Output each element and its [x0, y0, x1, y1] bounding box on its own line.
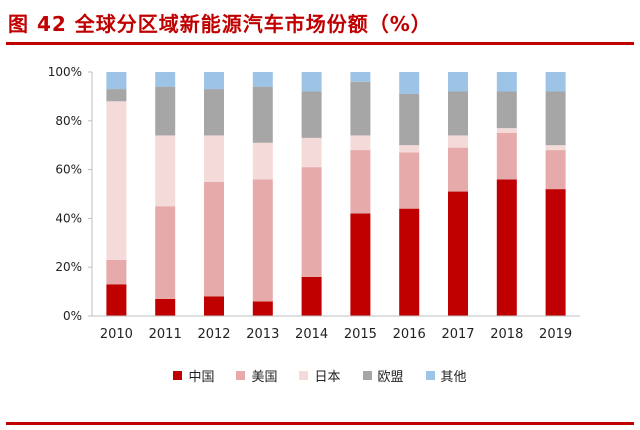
- bar-segment: [545, 189, 566, 316]
- legend-item: 日本: [299, 366, 341, 385]
- bar-segment: [399, 93, 420, 146]
- bar-segment: [106, 101, 127, 260]
- y-tick-label: 0%: [63, 309, 82, 323]
- legend-label: 欧盟: [377, 369, 404, 385]
- bar-segment: [301, 91, 322, 138]
- bar-segment: [204, 89, 224, 136]
- bar-segment: [155, 298, 176, 316]
- bar-segment: [155, 206, 176, 299]
- legend-swatch: [299, 370, 309, 380]
- x-tick-label: 2010: [100, 327, 133, 342]
- bar-segment: [496, 91, 517, 129]
- legend-swatch: [362, 370, 372, 380]
- bar-segment: [496, 128, 517, 133]
- bar-segment: [252, 301, 273, 316]
- bar-segment: [106, 72, 127, 90]
- x-tick-label: 2013: [246, 327, 279, 342]
- x-tick-label: 2012: [197, 327, 230, 342]
- x-tick-label: 2017: [441, 327, 474, 342]
- y-tick-label: 100%: [48, 65, 82, 79]
- bar-segment: [204, 181, 224, 297]
- bar-segment: [301, 72, 322, 92]
- bar-segment: [399, 72, 420, 94]
- bar-segment: [301, 137, 322, 168]
- legend-item: 其他: [425, 366, 467, 385]
- bar-segment: [301, 276, 322, 316]
- bar-segment: [204, 72, 224, 90]
- bar-segment: [106, 259, 127, 285]
- x-tick-label: 2015: [344, 327, 377, 342]
- legend-label: 美国: [251, 369, 278, 385]
- bar-segment: [448, 72, 468, 92]
- x-tick-label: 2011: [149, 327, 182, 342]
- bar-segment: [496, 133, 517, 180]
- legend-swatch: [425, 370, 435, 380]
- bar-segment: [106, 89, 127, 102]
- bar-segment: [204, 135, 224, 182]
- legend-item: 中国: [173, 366, 214, 385]
- legend-label: 其他: [440, 369, 467, 385]
- legend-swatch: [236, 370, 246, 380]
- bar-segment: [545, 145, 566, 151]
- bar-segment: [252, 72, 273, 87]
- legend-item: 美国: [236, 366, 277, 385]
- bar-segment: [155, 135, 176, 207]
- y-tick-label: 80%: [55, 114, 82, 128]
- bar-segment: [301, 167, 322, 277]
- bar-segment: [350, 150, 371, 214]
- legend-swatch: [173, 370, 183, 380]
- bar-segment: [545, 150, 566, 190]
- bar-segment: [252, 179, 273, 302]
- bar-segment: [155, 86, 176, 136]
- bar-segment: [545, 72, 566, 92]
- bottom-rule: [6, 422, 634, 425]
- y-tick-label: 40%: [55, 211, 82, 225]
- bar-segment: [448, 91, 468, 136]
- bar-segment: [155, 72, 176, 87]
- bar-segment: [350, 72, 371, 82]
- bar-segment: [252, 142, 273, 180]
- bar-segment: [448, 135, 468, 148]
- x-tick-label: 2018: [490, 327, 523, 342]
- bar-segment: [350, 213, 371, 316]
- bar-segment: [399, 208, 420, 316]
- bar-segment: [448, 147, 468, 192]
- legend-item: 欧盟: [362, 366, 404, 385]
- x-tick-label: 2019: [539, 327, 572, 342]
- x-tick-label: 2016: [393, 327, 426, 342]
- bar-segment: [106, 284, 127, 316]
- bar-segment: [399, 152, 420, 209]
- legend-label: 中国: [188, 369, 215, 385]
- top-rule: [6, 42, 634, 45]
- x-tick-label: 2014: [295, 327, 328, 342]
- figure-title: 图 42 全球分区域新能源汽车市场份额（%）: [8, 12, 432, 36]
- bar-segment: [545, 91, 566, 146]
- bar-segment: [350, 135, 371, 151]
- chart-header: 图 42 全球分区域新能源汽车市场份额（%）: [0, 0, 640, 45]
- bar-segment: [496, 72, 517, 92]
- bar-segment: [204, 296, 224, 316]
- bar-segment: [350, 81, 371, 136]
- legend-label: 日本: [314, 369, 341, 385]
- y-tick-label: 20%: [55, 260, 82, 274]
- bar-segment: [448, 191, 468, 316]
- bar-segment: [496, 179, 517, 316]
- y-tick-label: 60%: [55, 163, 82, 177]
- legend: 中国 美国 日本 欧盟 其他: [0, 364, 640, 386]
- bar-segment: [399, 145, 420, 153]
- bar-segment: [252, 86, 273, 143]
- stacked-bar-chart: 0% 20% 40% 60% 80% 100% 2010 2011 2012 2013 2014 20…: [48, 65, 580, 342]
